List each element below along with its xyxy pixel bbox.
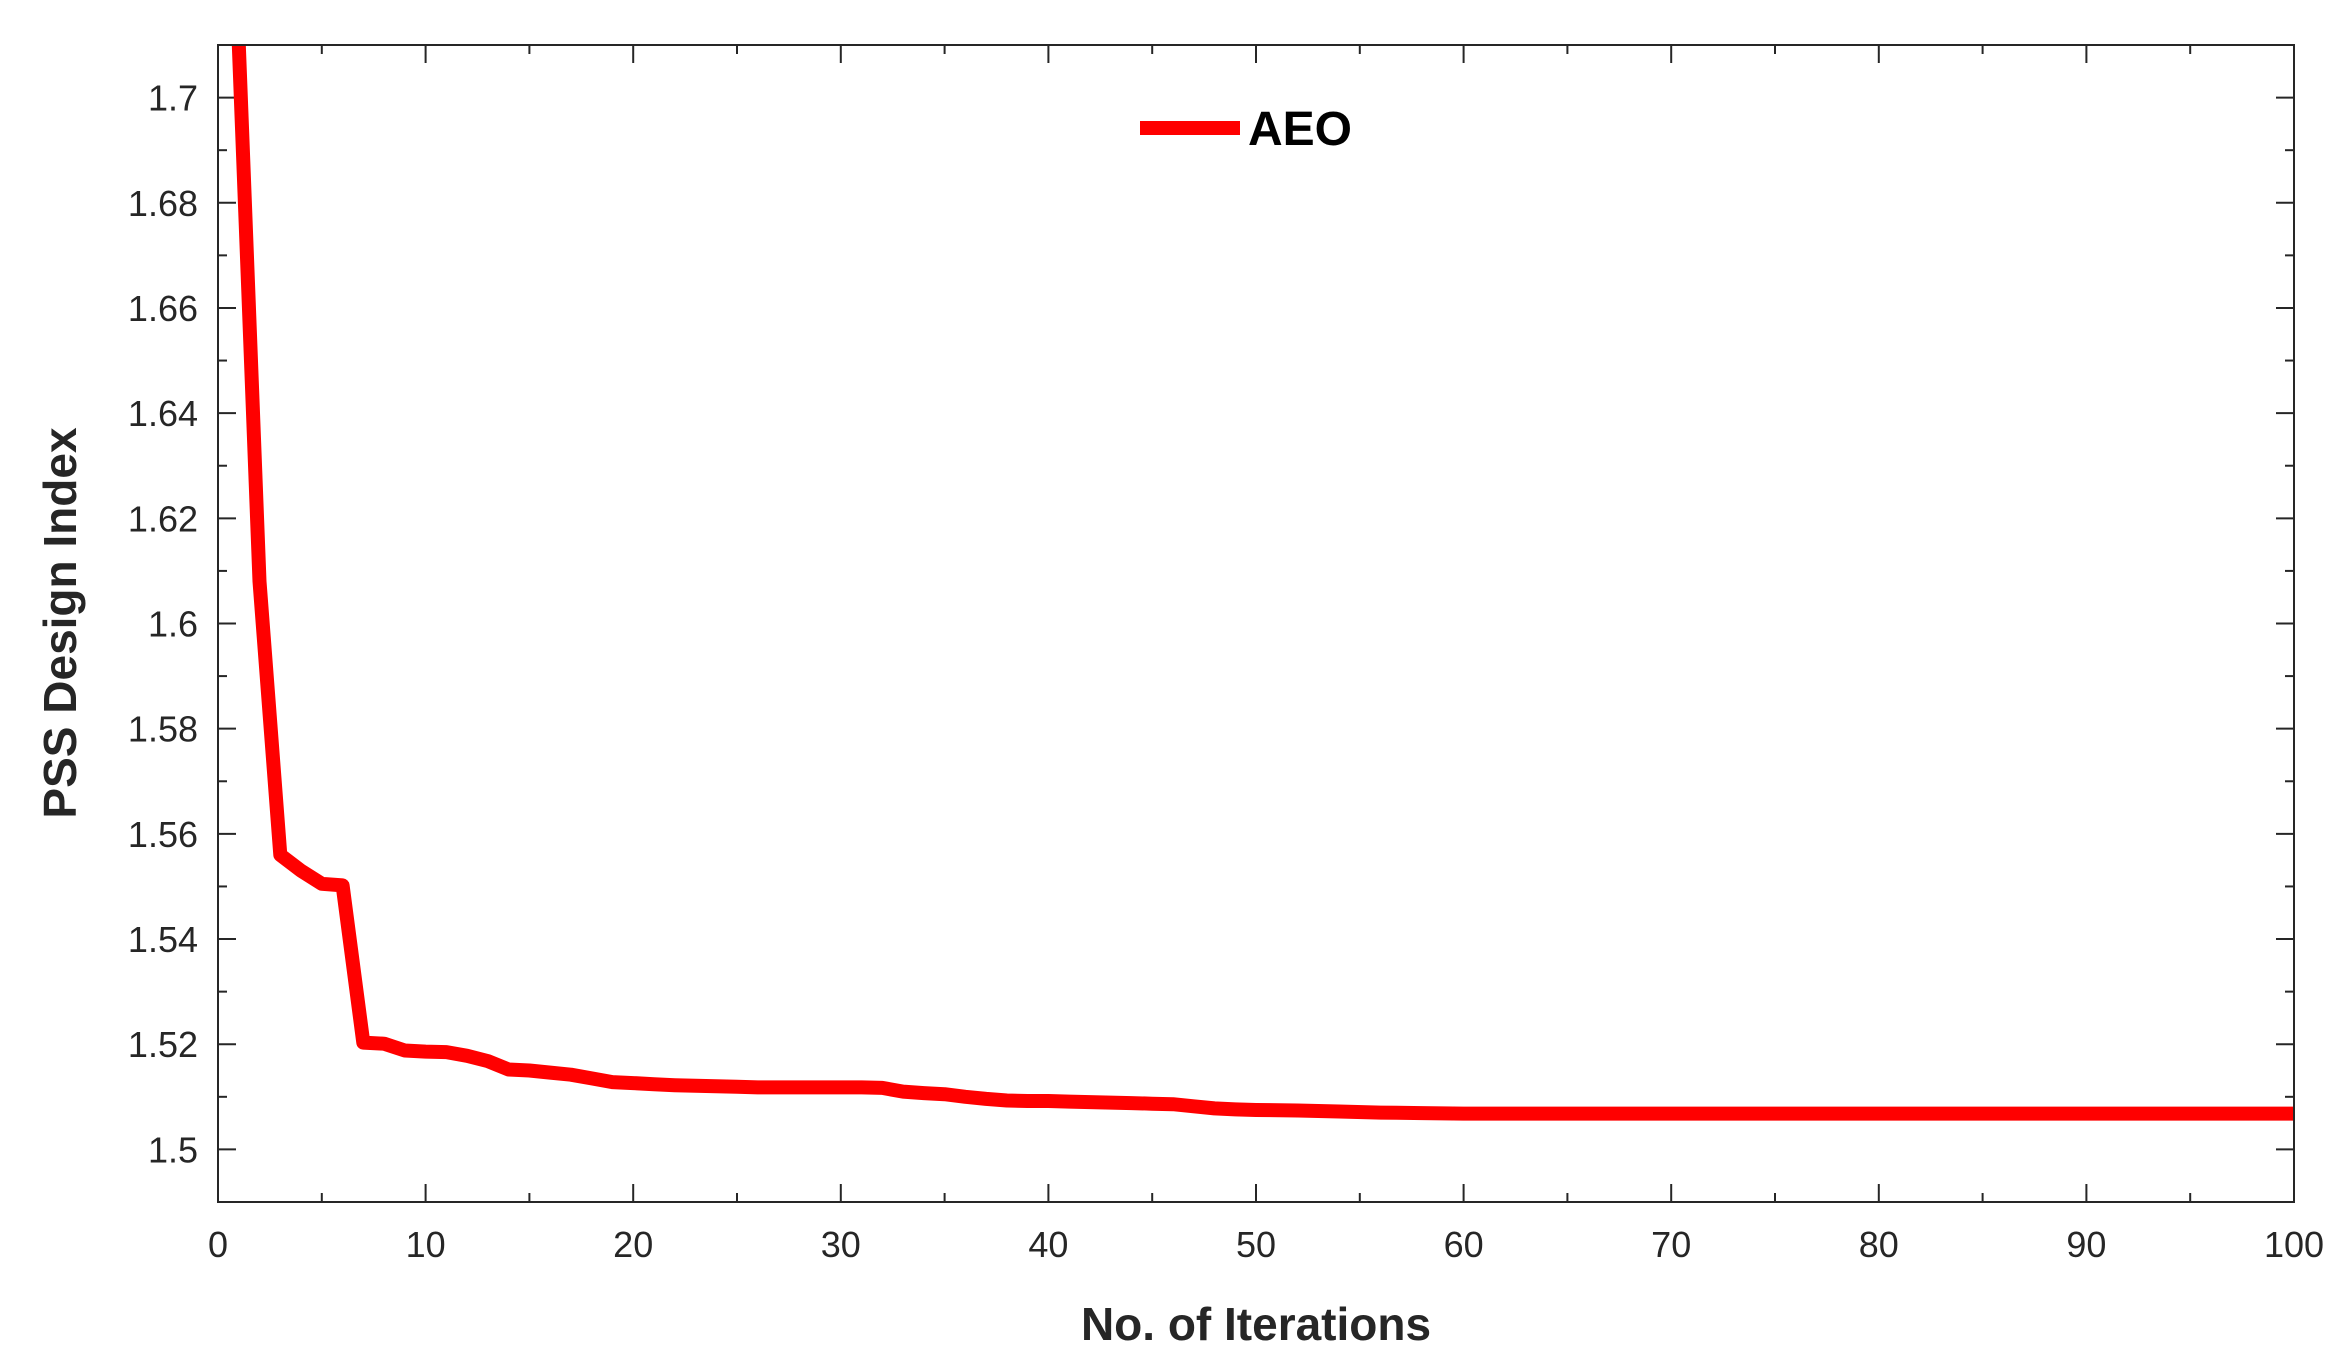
x-tick-labels: 0 10 20 30 40 50 60 70 80 90 100 [208, 1224, 2324, 1265]
y-tick-label: 1.58 [128, 709, 198, 750]
x-tick-label: 30 [821, 1224, 861, 1265]
x-tick-label: 60 [1444, 1224, 1484, 1265]
y-tick-label: 1.52 [128, 1024, 198, 1065]
series-layer [231, 45, 2294, 1121]
y-tick-label: 1.7 [148, 78, 198, 119]
plot-area [218, 45, 2294, 1202]
legend-label-aeo: AEO [1248, 103, 1352, 156]
y-tick-label: 1.54 [128, 919, 198, 960]
x-tick-label: 0 [208, 1224, 228, 1265]
y-tick-label: 1.56 [128, 814, 198, 855]
x-axis-title: No. of Iterations [1081, 1298, 1431, 1350]
x-tick-label: 90 [2066, 1224, 2106, 1265]
y-tick-label: 1.6 [148, 604, 198, 645]
x-tick-label: 10 [406, 1224, 446, 1265]
plot-frame [217, 44, 2295, 1203]
axis-ticks [217, 44, 2295, 1203]
x-tick-label: 100 [2264, 1224, 2324, 1265]
x-tick-label: 40 [1028, 1224, 1068, 1265]
y-tick-label: 1.5 [148, 1129, 198, 1170]
y-tick-labels: 1.5 1.52 1.54 1.56 1.58 1.6 1.62 1.64 1.66 1.68 1.… [128, 78, 198, 1171]
x-tick-label: 80 [1859, 1224, 1899, 1265]
y-axis-title: PSS Design Index [34, 427, 86, 819]
x-tick-label: 70 [1651, 1224, 1691, 1265]
y-tick-label: 1.68 [128, 183, 198, 224]
x-tick-label: 20 [613, 1224, 653, 1265]
y-tick-label: 1.64 [128, 393, 198, 434]
y-tick-label: 1.66 [128, 288, 198, 329]
y-tick-label: 1.62 [128, 498, 198, 539]
legend: AEO [1140, 103, 1352, 156]
x-tick-label: 50 [1236, 1224, 1276, 1265]
series-line-aeo [231, 45, 2294, 1121]
